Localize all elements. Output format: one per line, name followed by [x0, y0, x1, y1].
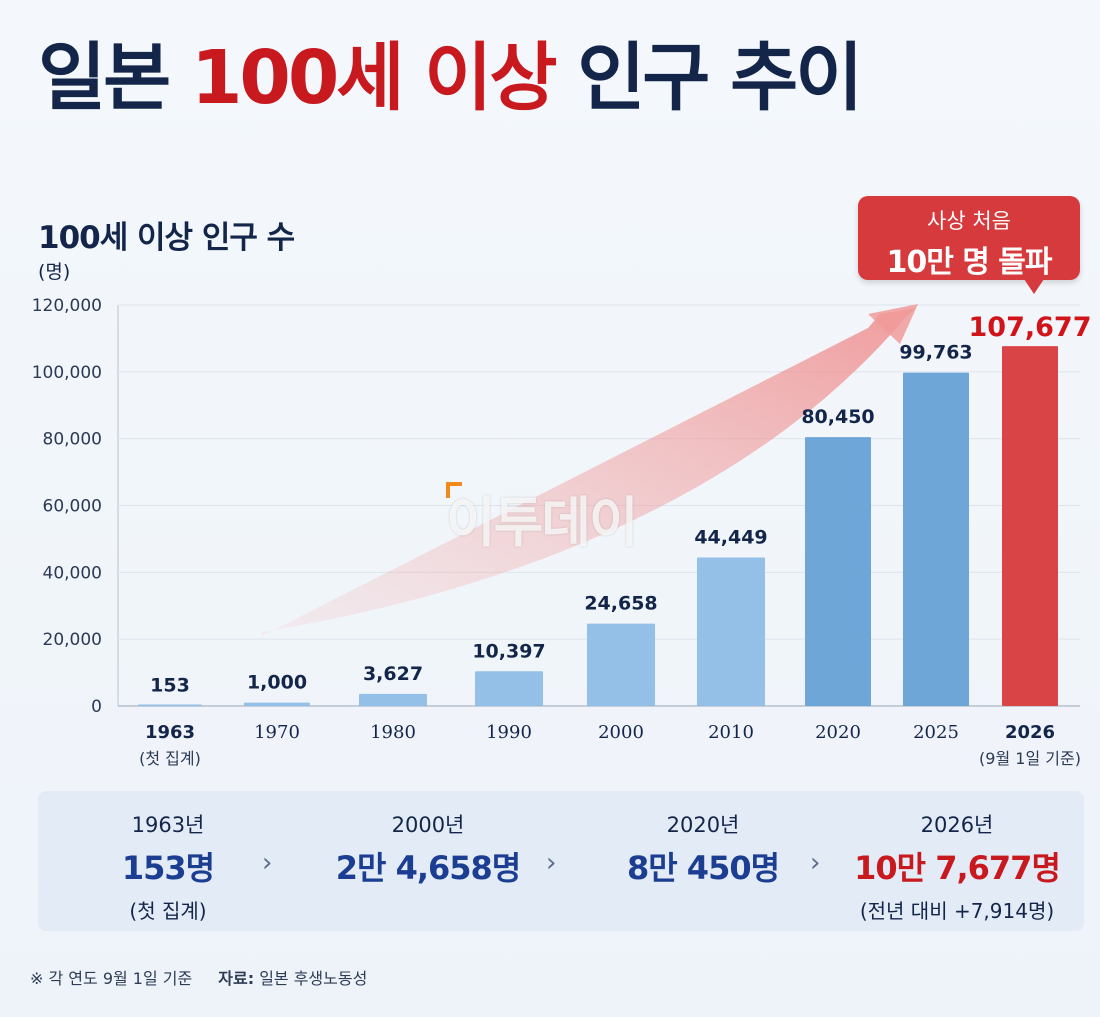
value-label-1990: 10,397	[472, 640, 545, 662]
bar-2026	[1002, 346, 1058, 706]
x-tick-label-2026: 2026	[1005, 722, 1055, 743]
y-axis-unit: (명)	[38, 261, 71, 283]
value-label-2020: 80,450	[801, 406, 874, 428]
value-label-2010: 44,449	[694, 526, 767, 548]
callout-line2: 10만 명 돌파	[886, 245, 1052, 280]
x-tick-note-2026: (9월 1일 기준)	[979, 749, 1081, 768]
bar-chart: 0 20,000 40,000 60,000 80,000 100,000 120,000 1…	[32, 296, 1092, 768]
summary-item-2000: 2000년 2만 4,658명	[318, 791, 538, 889]
chevron-right-icon: ›	[546, 848, 557, 878]
summary-year: 2020년	[666, 813, 740, 837]
x-tick-label-2020: 2020	[815, 722, 861, 743]
x-tick-label-2025: 2025	[913, 722, 959, 743]
y-tick-label: 0	[91, 697, 102, 717]
chevron-right-icon: ›	[262, 848, 273, 878]
x-tick-label-2010: 2010	[708, 722, 754, 743]
summary-value: 2만 4,658명	[335, 849, 522, 887]
summary-year: 2026년	[920, 813, 994, 837]
chart-title: 100세 이상 인구 수	[38, 220, 295, 256]
summary-value: 153명	[121, 849, 215, 887]
y-tick-label: 100,000	[32, 363, 102, 383]
chevron-right-icon: ›	[810, 848, 821, 878]
y-tick-label: 60,000	[43, 497, 102, 517]
summary-year: 1963년	[131, 813, 205, 837]
value-label-1980: 3,627	[363, 663, 423, 685]
trend-arrow	[262, 304, 918, 636]
summary-item-2020: 2020년 8만 450명	[593, 791, 813, 889]
source-text: 일본 후생노동성	[259, 969, 368, 988]
value-label-2026: 107,677	[969, 312, 1092, 343]
value-label-2000: 24,658	[584, 593, 657, 615]
x-tick-label-1980: 1980	[370, 722, 416, 743]
title-part2: 인구 추이	[577, 35, 863, 121]
summary-panel: 1963년 153명 (첫 집계) › 2000년 2만 4,658명 › 20…	[38, 791, 1084, 931]
value-label-2025: 99,763	[899, 342, 972, 364]
summary-year: 2000년	[391, 813, 465, 837]
callout-line1: 사상 처음	[927, 209, 1011, 233]
bar-1990	[475, 671, 543, 706]
value-label-1970: 1,000	[247, 672, 307, 694]
bar-2010	[697, 557, 765, 706]
x-tick-label-1990: 1990	[486, 722, 532, 743]
x-tick-label-2000: 2000	[598, 722, 644, 743]
bar-1980	[359, 693, 427, 706]
bar-1963	[138, 704, 202, 706]
x-tick-label-1970: 1970	[254, 722, 300, 743]
summary-value: 8만 450명	[626, 849, 780, 887]
title-part1: 일본	[38, 35, 171, 121]
watermark: 이투데이	[446, 478, 639, 557]
footer: ※ 각 연도 9월 1일 기준 자료: 일본 후생노동성	[30, 965, 367, 989]
summary-item-1963: 1963년 153명 (첫 집계)	[78, 791, 258, 924]
x-tick-note-1963: (첫 집계)	[139, 749, 201, 768]
summary-note: (전년 대비 +7,914명)	[859, 899, 1055, 923]
page-title: 일본 100세 이상 인구 추이	[38, 18, 863, 125]
bar-2000	[587, 623, 655, 706]
callout-badge: 사상 처음 10만 명 돌파	[858, 196, 1080, 294]
callout-tail	[1024, 279, 1044, 294]
x-tick-label-1963: 1963	[145, 722, 195, 743]
watermark-mark-icon	[446, 482, 462, 498]
y-tick-label: 20,000	[43, 630, 102, 650]
value-label-1963: 153	[150, 674, 190, 696]
summary-value: 10만 7,677명	[854, 849, 1061, 887]
bar-1970	[244, 702, 310, 706]
y-tick-label: 120,000	[32, 296, 102, 316]
bar-2025	[903, 372, 969, 706]
summary-item-2026: 2026년 10만 7,677명 (전년 대비 +7,914명)	[846, 791, 1068, 924]
footer-note: ※ 각 연도 9월 1일 기준	[30, 969, 193, 988]
summary-note: (첫 집계)	[129, 899, 207, 923]
bar-2020	[805, 437, 871, 706]
y-tick-label: 40,000	[43, 563, 102, 583]
source-label: 자료:	[218, 969, 255, 988]
title-highlight: 100세 이상	[190, 35, 557, 121]
y-tick-label: 80,000	[43, 430, 102, 450]
